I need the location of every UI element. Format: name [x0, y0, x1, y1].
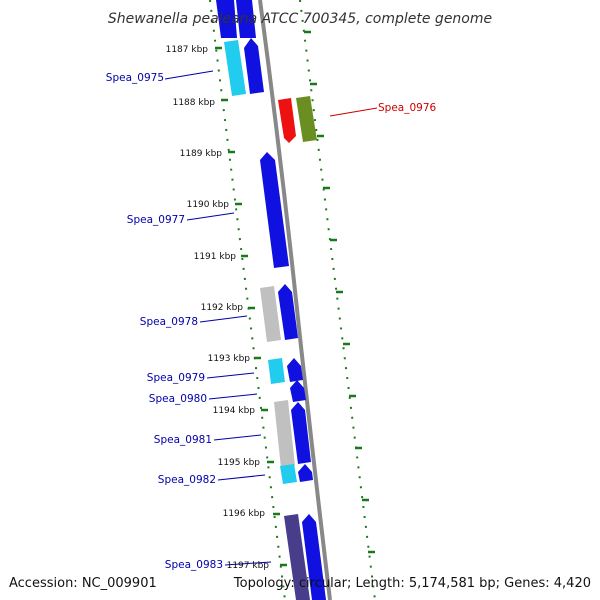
outer-tick-marks [304, 30, 375, 554]
gene-top-right-partial[interactable] [236, 0, 256, 38]
gene-spea-0983-dark[interactable] [284, 514, 310, 600]
leader-spea-0981 [213, 434, 262, 441]
gene-label-spea-0979[interactable]: Spea_0979 [147, 372, 205, 384]
label-leader-lines [164, 70, 378, 566]
gene-spea-0977[interactable] [260, 152, 289, 268]
kbp-label-1193: 1193 kbp [208, 354, 251, 364]
leader-spea-0976 [329, 107, 378, 117]
gene-label-spea-0982[interactable]: Spea_0982 [158, 474, 216, 486]
kbp-labels: 1187 kbp 1188 kbp 1189 kbp 1190 kbp 1191… [166, 45, 270, 571]
kbp-label-1190: 1190 kbp [187, 200, 230, 210]
kbp-label-1197: 1197 kbp [227, 561, 270, 571]
gene-label-spea-0981[interactable]: Spea_0981 [154, 434, 212, 446]
gene-label-spea-0976[interactable]: Spea_0976 [378, 102, 437, 114]
gene-spea-0980[interactable] [290, 380, 306, 402]
gene-spea-0975[interactable] [224, 40, 246, 96]
gene-spea-0981-blue[interactable] [291, 402, 311, 464]
leader-spea-0980 [208, 393, 258, 400]
kbp-label-1192: 1192 kbp [201, 303, 244, 313]
kbp-label-1194: 1194 kbp [213, 406, 256, 416]
leader-spea-0982 [217, 474, 266, 481]
gene-spea-0979[interactable] [268, 358, 285, 384]
gene-features [216, 0, 326, 600]
genome-summary-text: Topology: circular; Length: 5,174,581 bp… [233, 576, 591, 591]
leader-spea-0979 [206, 372, 255, 379]
leader-spea-0983 [224, 561, 272, 566]
accession-text: Accession: NC_009901 [9, 576, 157, 591]
kbp-label-1195: 1195 kbp [218, 458, 261, 468]
gene-labels: Spea_0975 Spea_0976 Spea_0977 Spea_0978 … [106, 72, 437, 571]
gene-label-spea-0977[interactable]: Spea_0977 [127, 214, 185, 226]
outer-dotted-guide [299, 0, 376, 600]
gene-label-spea-0980[interactable]: Spea_0980 [149, 393, 207, 405]
gene-spea-0976-olive[interactable] [296, 96, 317, 142]
gene-label-spea-0983[interactable]: Spea_0983 [165, 559, 223, 571]
gene-label-spea-0975[interactable]: Spea_0975 [106, 72, 164, 84]
gene-spea-0978-grey[interactable] [260, 286, 281, 342]
gene-spea-0982[interactable] [280, 464, 297, 484]
leader-spea-0978 [199, 315, 248, 323]
leader-spea-0975 [164, 70, 214, 80]
gene-spea-0982-partner[interactable] [298, 464, 313, 482]
kbp-label-1189: 1189 kbp [180, 149, 223, 159]
gene-spea-0983-blue[interactable] [302, 514, 326, 600]
gene-spea-0975-partner[interactable] [244, 38, 264, 94]
map-title: Shewanella pealeana ATCC 700345, complet… [108, 11, 492, 27]
leader-spea-0977 [186, 212, 235, 221]
kbp-label-1187: 1187 kbp [166, 45, 209, 55]
gene-spea-0979-partner[interactable] [287, 358, 303, 382]
gene-spea-0981-grey[interactable] [274, 400, 295, 468]
gene-spea-0978-blue[interactable] [278, 284, 298, 340]
kbp-label-1191: 1191 kbp [194, 252, 237, 262]
gene-top-left-partial[interactable] [216, 0, 237, 38]
kbp-label-1188: 1188 kbp [173, 98, 216, 108]
kbp-label-1196: 1196 kbp [223, 509, 266, 519]
inner-tick-marks [215, 46, 287, 567]
genome-backbone [258, 0, 332, 600]
gene-spea-0976-red[interactable] [278, 98, 296, 143]
gene-label-spea-0978[interactable]: Spea_0978 [140, 316, 198, 328]
